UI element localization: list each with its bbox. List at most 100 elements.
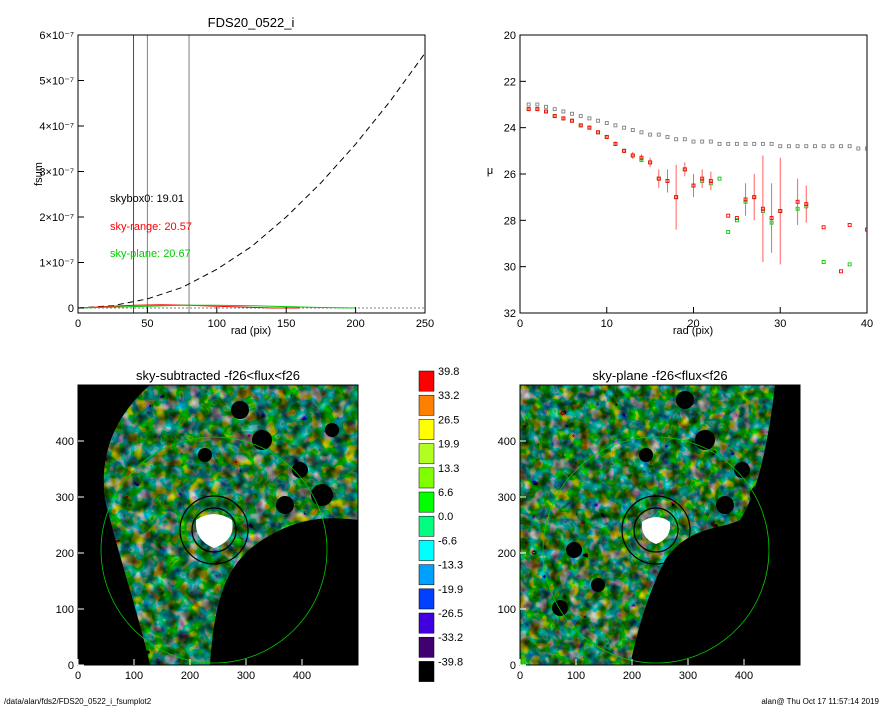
mu-data-point	[734, 141, 739, 146]
mid-aperture-circle	[621, 495, 691, 565]
mu-data-point	[544, 109, 548, 114]
colorbar-label: -6.6	[438, 535, 457, 547]
y-tick-label: 300	[56, 492, 74, 504]
mu-data-point	[778, 144, 783, 149]
mu-data-point	[561, 109, 566, 114]
fsum-plot-frame	[77, 34, 426, 314]
y-tick-label: 200	[498, 548, 516, 560]
mu-data-point	[648, 132, 653, 137]
mu-data-point	[700, 139, 705, 144]
mu-data-point	[639, 130, 644, 135]
x-tick-label: 50	[141, 318, 153, 330]
mu-data-point	[587, 116, 592, 121]
mu-data-point	[622, 125, 627, 130]
sky-plane-title: sky-plane -f26<flux<f26	[592, 368, 727, 383]
mu-data-point	[752, 141, 757, 146]
colorbar-label: -39.8	[438, 656, 463, 668]
annotation-skybox0: skybox0: 19.01	[110, 193, 184, 205]
mu-data-point	[856, 146, 861, 151]
mu-data-point	[691, 183, 696, 188]
mu-data-point	[708, 139, 713, 144]
fsum-y-label: fsum	[33, 162, 45, 186]
y-tick-label: 3×10⁻⁷	[39, 167, 74, 179]
mu-data-point	[847, 223, 852, 227]
mu-data-point	[570, 111, 574, 116]
mu-data-point	[596, 118, 601, 123]
x-tick-label: 0	[75, 318, 81, 330]
footer-timestamp: alan@ Thu Oct 17 11:57:14 2019	[761, 697, 879, 706]
y-tick-label: 2×10⁻⁷	[39, 212, 74, 224]
mu-data-point	[656, 176, 661, 181]
x-tick-label: 250	[416, 318, 434, 330]
colorbar-label: 0.0	[438, 511, 453, 523]
mu-data-point	[847, 262, 852, 267]
colorbar-label: -26.5	[438, 608, 463, 620]
inner-aperture-circle	[191, 507, 237, 553]
y-tick-label: 200	[56, 548, 74, 560]
mu-data-point	[769, 141, 774, 146]
mu-data-point	[665, 134, 670, 139]
mu-data-point	[682, 167, 687, 172]
mu-data-point	[847, 144, 852, 149]
mu-data-point	[639, 155, 644, 160]
colorbar-swatch	[418, 443, 435, 465]
mu-plot: rad (pix) μ 0 10 20 30 40 20 22 24 26 28 30 32	[487, 30, 873, 337]
colorbar-label: -13.3	[438, 560, 463, 572]
mu-data-point	[786, 144, 791, 149]
mu-data-point	[717, 141, 722, 146]
mu-data-point	[674, 137, 679, 142]
sky-plane-image: sky-plane -f26<flux<f26 0 100 200 300 400 0 10…	[498, 368, 801, 682]
mu-data-point	[865, 227, 867, 232]
mu-data-point	[587, 125, 592, 130]
x-tick-label: 100	[125, 670, 143, 682]
y-tick-label: 22	[504, 76, 516, 88]
outer-aperture-circle	[100, 436, 328, 664]
mu-data-point	[552, 107, 557, 112]
mu-data-point	[535, 102, 540, 107]
mu-data-point	[839, 269, 843, 274]
colorbar-label: -19.9	[438, 584, 463, 596]
y-tick-label: 4×10⁻⁷	[39, 121, 74, 133]
mu-data-point	[596, 130, 601, 135]
footer-path: /data/alan/fds2/FDS20_0522_i_fsumplot2	[4, 697, 152, 706]
x-tick-label: 300	[679, 670, 697, 682]
x-tick-label: 300	[237, 670, 255, 682]
y-tick-label: 400	[498, 436, 516, 448]
mu-data-point	[613, 123, 618, 128]
mid-aperture-circle	[179, 495, 249, 565]
x-tick-label: 10	[601, 318, 613, 330]
mu-data-point	[743, 197, 748, 202]
y-tick-label: 300	[498, 492, 516, 504]
fsum-plot-title: FDS20_0522_i	[208, 15, 295, 30]
mu-data-point	[804, 202, 809, 207]
mu-data-point	[726, 213, 731, 218]
annotation-sky-range: sky-range: 20.57	[110, 221, 192, 233]
mu-data-point	[813, 144, 817, 149]
mu-data-point	[821, 260, 826, 264]
mu-data-point	[578, 114, 583, 119]
outer-aperture-circle	[542, 436, 770, 664]
colorbar-swatch	[418, 394, 435, 416]
mu-data-point	[795, 199, 800, 204]
x-tick-label: 150	[277, 318, 295, 330]
y-tick-label: 1×10⁻⁷	[39, 258, 74, 270]
mu-data-point	[656, 132, 661, 137]
sky-subtracted-title: sky-subtracted -f26<flux<f26	[136, 368, 300, 383]
colorbar-swatch	[418, 370, 435, 392]
y-tick-label: 6×10⁻⁷	[39, 30, 74, 42]
mu-data-point	[578, 123, 583, 128]
mu-data-point	[535, 107, 540, 112]
colorbar-swatch	[418, 515, 435, 537]
y-tick-label: 28	[504, 215, 516, 227]
mu-data-point	[526, 107, 531, 112]
fsum-plot: FDS20_0522_i rad (pix) fsum 0 50 100 150 200…	[33, 15, 434, 337]
x-tick-label: 200	[181, 670, 199, 682]
colorbar-swatch	[418, 661, 435, 682]
mu-data-point	[526, 102, 531, 107]
colorbar-label: 13.3	[438, 463, 459, 475]
x-tick-label: 0	[75, 670, 81, 682]
fsum-series-line	[78, 304, 356, 309]
mu-data-point	[700, 176, 705, 181]
sky-subtracted-image: sky-subtracted -f26<flux<f26 0 100 200 300 4…	[56, 368, 359, 682]
mu-data-point	[717, 176, 722, 181]
